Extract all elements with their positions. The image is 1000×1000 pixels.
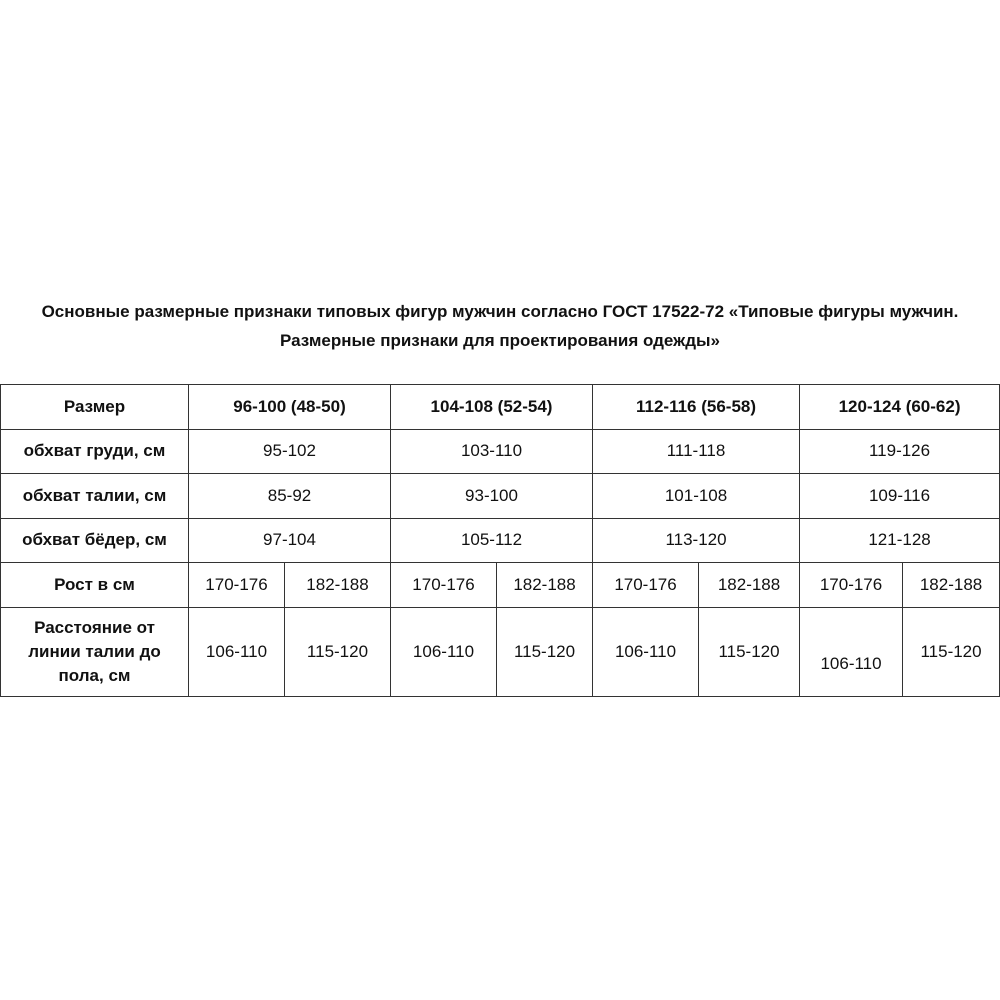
table-cell: 95-102 [188,428,391,474]
table-cell: 106-110 [188,606,285,697]
size-table: Размер 96-100 (48-50) 104-108 (52-54) 11… [0,384,1000,697]
header-cell: 96-100 (48-50) [188,384,391,430]
table-cell: 111-118 [592,428,801,474]
row-label: обхват бёдер, см [0,517,189,563]
table-cell: 182-188 [495,562,594,608]
table-header-row: Размер 96-100 (48-50) 104-108 (52-54) 11… [0,384,1000,430]
table-cell: 93-100 [389,473,594,519]
table-cell: 97-104 [188,517,391,563]
table-cell: 170-176 [592,562,700,608]
table-cell: 170-176 [390,562,497,608]
table-cell: 113-120 [592,517,801,563]
table-row: обхват бёдер, см 97-104 105-112 113-120 … [0,517,1000,563]
table-row: Расстояние от линии талии до пола, см 10… [0,606,1000,697]
table-cell: 105-112 [389,517,594,563]
table-cell: 115-120 [902,606,1000,697]
table-cell: 170-176 [799,562,904,608]
table-cell: 115-120 [698,606,801,697]
table-row: обхват груди, см 95-102 103-110 111-118 … [0,428,1000,474]
table-cell: 85-92 [188,473,391,519]
title-line-2: Размерные признаки для проектирования од… [280,331,720,350]
table-cell: 119-126 [799,428,1000,474]
table-cell: 115-120 [495,606,594,697]
row-label-line: линии талии до [28,641,161,661]
row-label-line: Расстояние от [34,617,155,637]
row-label: Расстояние от линии талии до пола, см [0,606,189,697]
row-label-line: пола, см [58,665,131,685]
table-cell: 109-116 [799,473,1000,519]
document-title: Основные размерные признаки типовых фигу… [0,297,1000,355]
title-line-1: Основные размерные признаки типовых фигу… [41,302,959,321]
header-cell: 104-108 (52-54) [389,384,594,430]
table-cell: 103-110 [389,428,594,474]
table-cell: 121-128 [799,517,1000,563]
table-cell: 101-108 [592,473,801,519]
table-cell: 170-176 [188,562,285,608]
table-cell: 106-110 [390,606,497,697]
table-cell: 182-188 [698,562,801,608]
header-cell: Размер [0,384,189,430]
table-cell: 115-120 [284,606,391,697]
table-cell: 106-110 [592,606,700,697]
row-label: обхват груди, см [0,428,189,474]
table-cell: 182-188 [902,562,1000,608]
table-cell: 106-110 [799,606,904,697]
row-label: Рост в см [0,562,189,608]
header-cell: 112-116 (56-58) [592,384,801,430]
table-cell: 182-188 [284,562,391,608]
table-row: Рост в см 170-176 182-188 170-176 182-18… [0,562,1000,608]
table-row: обхват талии, см 85-92 93-100 101-108 10… [0,473,1000,519]
header-cell: 120-124 (60-62) [799,384,1000,430]
row-label: обхват талии, см [0,473,189,519]
